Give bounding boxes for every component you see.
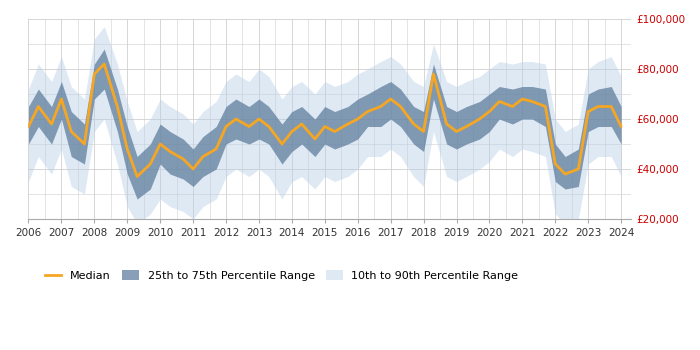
Median xyxy=(265,124,273,128)
Legend: Median, 25th to 75th Percentile Range, 10th to 90th Percentile Range: Median, 25th to 75th Percentile Range, 1… xyxy=(40,266,523,286)
Median xyxy=(133,174,141,179)
Median xyxy=(25,124,33,128)
Median xyxy=(100,62,108,66)
Median xyxy=(90,72,99,76)
Median xyxy=(574,167,582,171)
Line: Median: Median xyxy=(29,64,621,176)
Median xyxy=(156,142,164,146)
Median xyxy=(189,167,197,171)
Median xyxy=(617,124,625,128)
Median xyxy=(607,104,615,108)
